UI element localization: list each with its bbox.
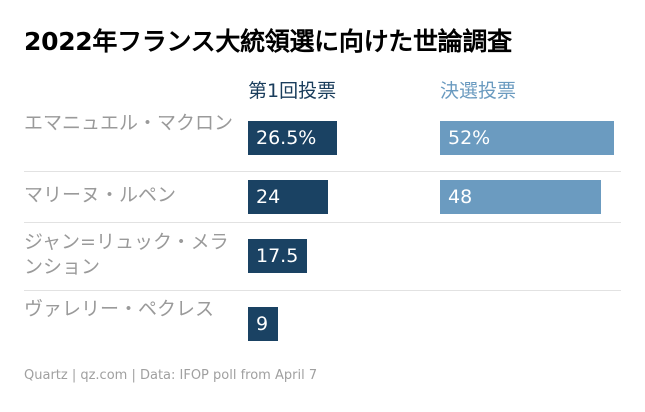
- bar-runoff: [440, 121, 615, 155]
- data-label: 17.5: [256, 245, 299, 267]
- bar-runoff: [440, 180, 601, 214]
- chart-title: 2022年フランス大統領選に向けた世論調査: [24, 27, 512, 56]
- bar-first-round: [248, 239, 307, 273]
- data-label: 24: [256, 186, 281, 208]
- data-label: 48: [448, 186, 473, 208]
- data-label: 52%: [448, 127, 491, 149]
- source-note: Quartz | qz.com | Data: IFOP poll from A…: [24, 368, 318, 383]
- category-label: マリーヌ・ルペン: [24, 184, 177, 206]
- row-divider: [24, 290, 621, 291]
- bar-first-round: [248, 307, 279, 341]
- data-label: 9: [256, 313, 269, 335]
- category-label: ジャン=リュック・メランション: [24, 231, 229, 278]
- row-divider: [24, 222, 621, 223]
- series-header-first-round: 第1回投票: [248, 80, 337, 102]
- row-divider: [24, 171, 621, 172]
- series-header-runoff: 決選投票: [440, 80, 517, 102]
- bar-first-round: [248, 180, 329, 214]
- category-label: エマニュエル・マクロン: [24, 112, 234, 134]
- bar-first-round: [248, 121, 337, 155]
- data-label: 26.5%: [256, 127, 317, 149]
- category-label: ヴァレリー・ペクレス: [24, 298, 215, 320]
